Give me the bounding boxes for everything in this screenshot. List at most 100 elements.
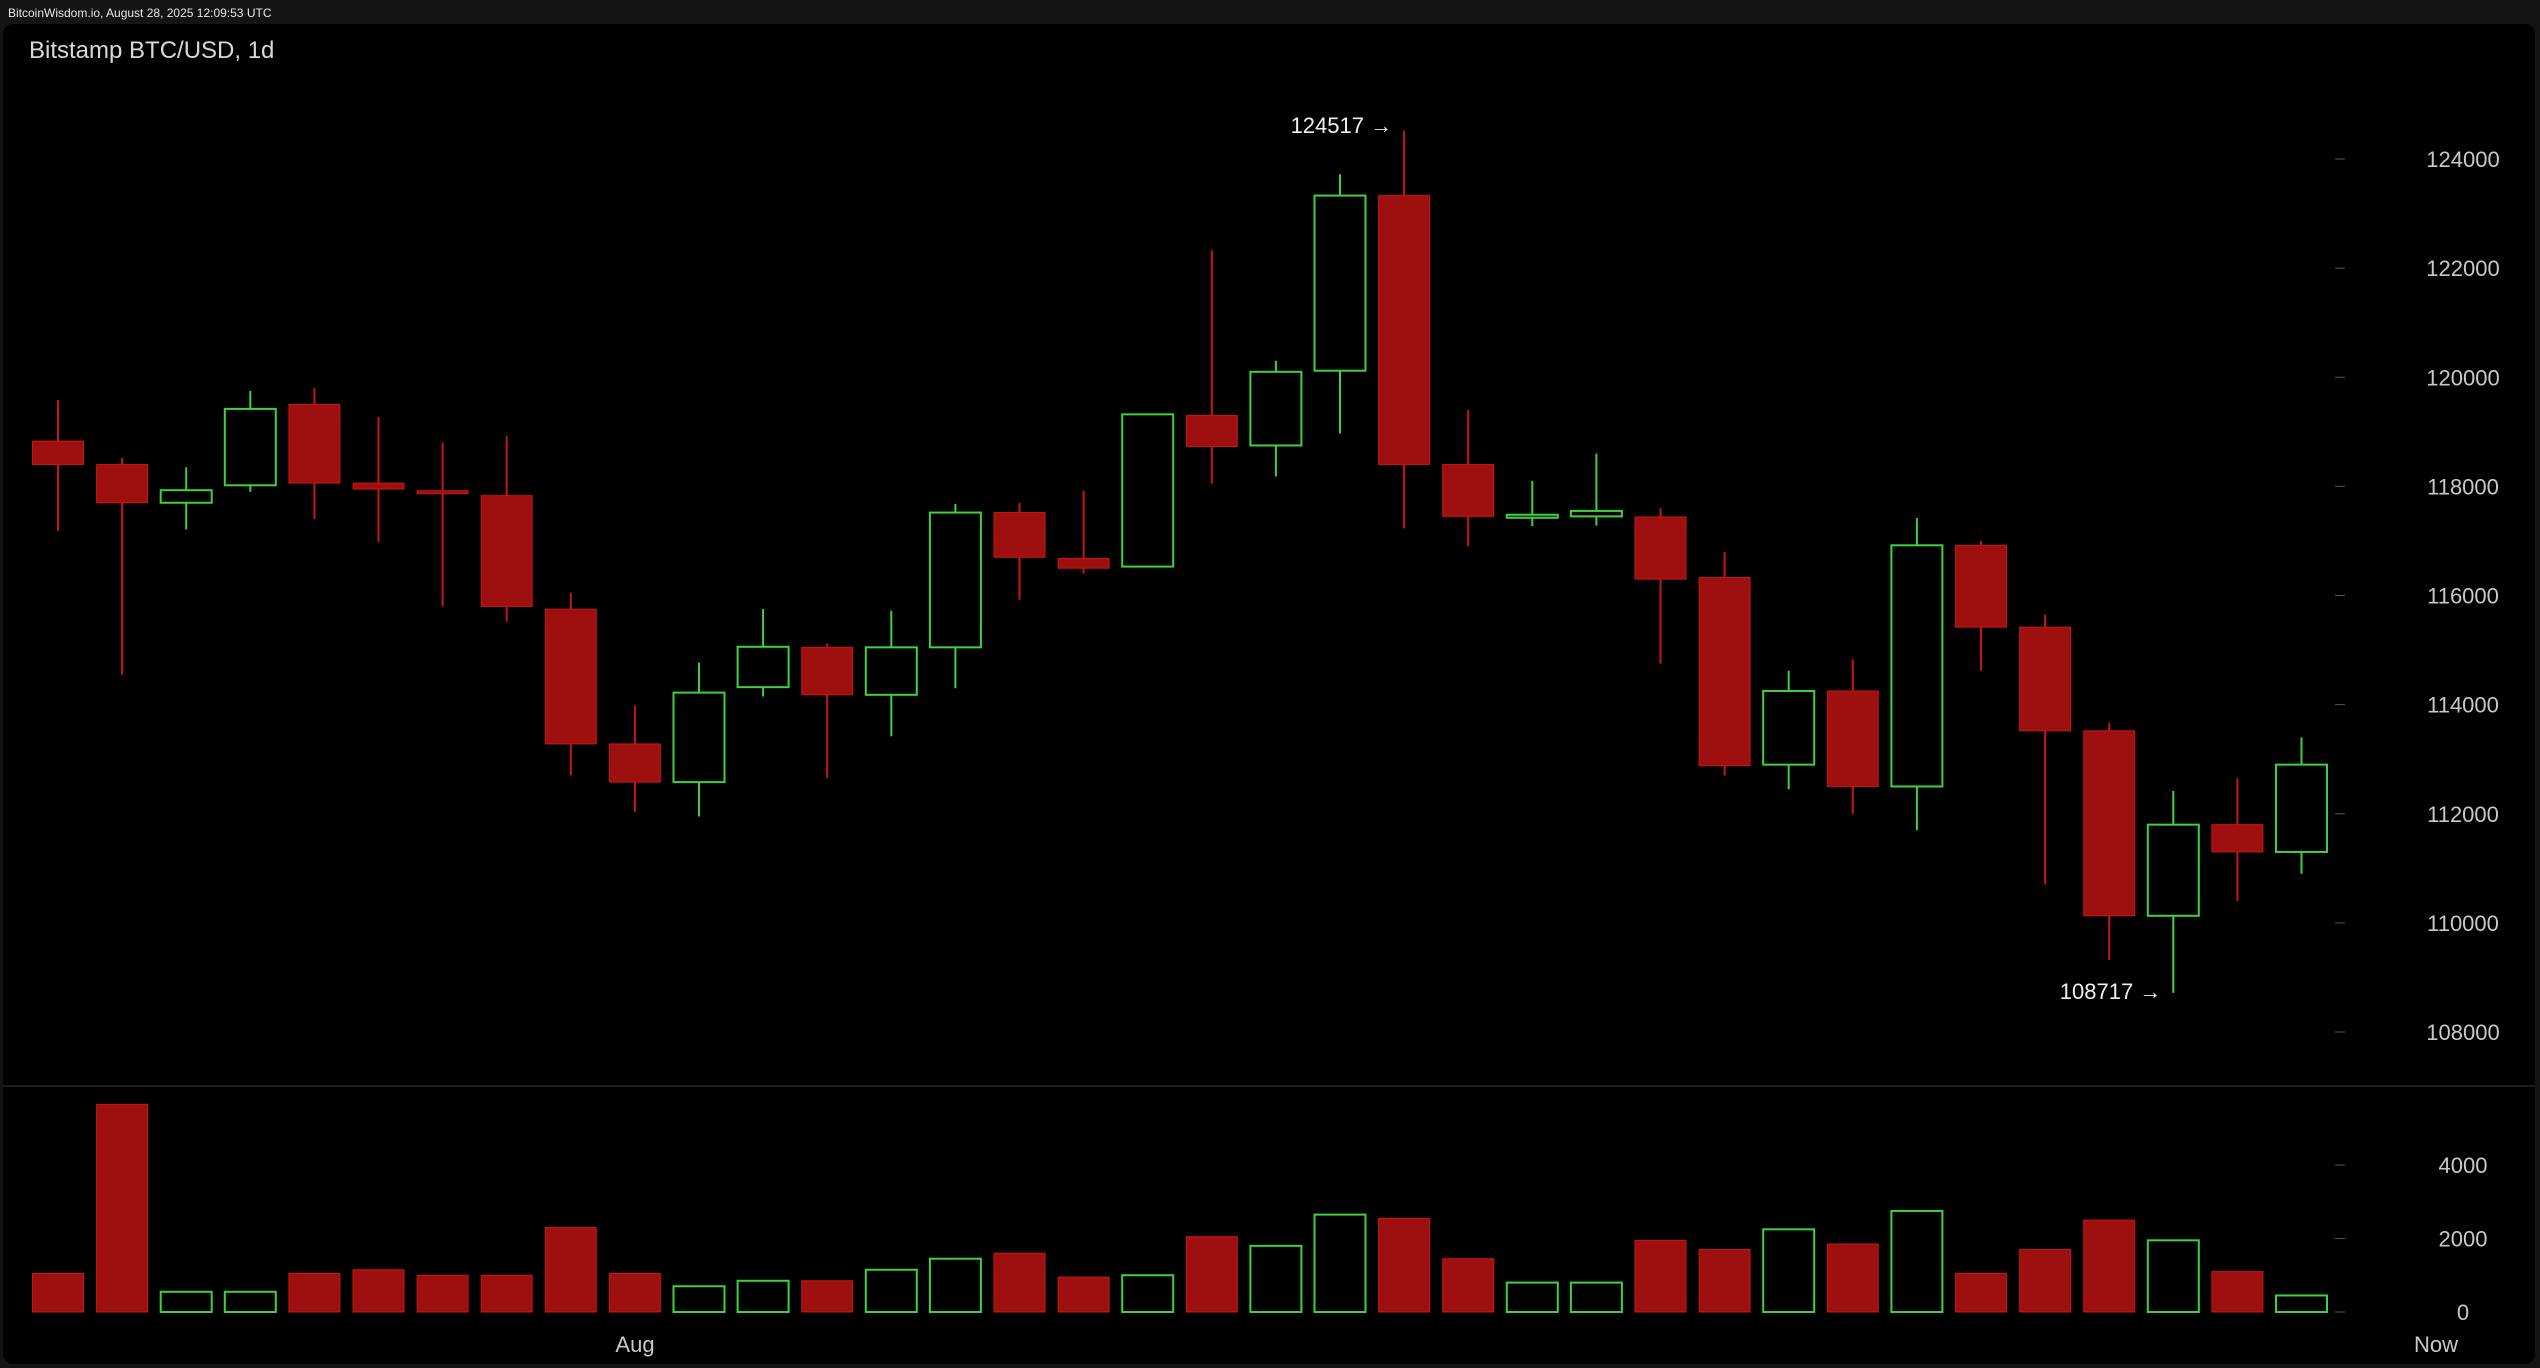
volume-bar-down[interactable]	[1378, 1217, 1431, 1313]
candle[interactable]	[223, 390, 277, 492]
volume-bar-down[interactable]	[993, 1252, 1046, 1313]
candle[interactable]	[544, 592, 597, 776]
candle[interactable]	[1121, 413, 1175, 568]
volume-bar-down[interactable]	[608, 1272, 661, 1313]
candle[interactable]	[2146, 790, 2200, 993]
candle[interactable]	[928, 503, 982, 689]
time-axis: Aug Now	[615, 1332, 2458, 1357]
volume-bar-down[interactable]	[96, 1103, 149, 1313]
volume-bar-down[interactable]	[1442, 1258, 1495, 1313]
volume-bar-down[interactable]	[1698, 1249, 1751, 1313]
candle-body-up	[223, 407, 277, 487]
candle[interactable]	[2275, 737, 2328, 874]
time-label-aug: Aug	[615, 1332, 654, 1357]
volume-bar-up[interactable]	[159, 1290, 213, 1313]
candle[interactable]	[1826, 659, 1879, 814]
candle[interactable]	[864, 610, 918, 737]
candle-body-up	[1121, 413, 1175, 568]
volume-axis: 0 2000 4000	[2335, 1153, 2487, 1325]
candle-body-down	[2019, 626, 2072, 732]
volume-bar-down[interactable]	[2019, 1249, 2072, 1313]
candle[interactable]	[608, 705, 661, 813]
volume-bar-down[interactable]	[2211, 1271, 2264, 1313]
chart-panel[interactable]: Bitstamp BTC/USD, 1d 108000 110000 112000 1…	[3, 24, 2535, 1364]
volume-bar-down[interactable]	[1634, 1239, 1687, 1313]
volume-bar-up[interactable]	[1121, 1274, 1175, 1313]
candle[interactable]	[1505, 480, 1559, 527]
volume-bar-up[interactable]	[1569, 1281, 1623, 1313]
candle[interactable]	[159, 467, 213, 530]
candle-body-down	[1698, 576, 1751, 767]
volume-bar-up[interactable]	[1762, 1228, 1816, 1313]
candle-body-up	[736, 645, 790, 689]
candle[interactable]	[352, 417, 405, 543]
volume-bar-up[interactable]	[2275, 1294, 2328, 1314]
volume-bar-down[interactable]	[1826, 1243, 1879, 1313]
volume-bar-down[interactable]	[1057, 1276, 1110, 1313]
candle[interactable]	[288, 388, 341, 520]
candle-body-down	[1057, 557, 1110, 569]
candle[interactable]	[1634, 508, 1687, 664]
volume-bar-down[interactable]	[801, 1280, 854, 1313]
candle[interactable]	[801, 643, 854, 779]
volume-bar-down[interactable]	[416, 1274, 469, 1313]
candle[interactable]	[96, 458, 149, 675]
candle-body-down	[1634, 516, 1687, 580]
candle-body-up	[1313, 194, 1367, 372]
candle[interactable]	[2211, 778, 2264, 902]
candle-body-down	[2083, 730, 2136, 917]
volume-bar-up[interactable]	[736, 1279, 790, 1313]
volume-bar-down[interactable]	[288, 1272, 341, 1313]
volume-bar-up[interactable]	[928, 1257, 982, 1314]
candle[interactable]	[2083, 722, 2136, 960]
volume-bar-up[interactable]	[2146, 1239, 2200, 1314]
volume-bar-up[interactable]	[1890, 1209, 1944, 1313]
volume-bar-down[interactable]	[32, 1272, 84, 1313]
candle[interactable]	[2019, 614, 2072, 885]
volume-tick-label: 4000	[2439, 1153, 2488, 1178]
volume-bar-up[interactable]	[1313, 1213, 1367, 1314]
price-tick-label: 122000	[2426, 256, 2499, 281]
candle[interactable]	[1890, 518, 1944, 831]
candle[interactable]	[1569, 453, 1623, 526]
candle-body-down	[1442, 464, 1495, 517]
volume-bar-down[interactable]	[1185, 1236, 1238, 1313]
candle[interactable]	[736, 609, 790, 697]
candle[interactable]	[1057, 490, 1110, 574]
candle[interactable]	[1442, 409, 1495, 547]
candle[interactable]	[993, 502, 1046, 600]
candle[interactable]	[1378, 130, 1431, 529]
candle[interactable]	[480, 436, 533, 622]
volume-bar-up[interactable]	[1249, 1244, 1303, 1313]
candle[interactable]	[1185, 250, 1238, 484]
site-credit: BitcoinWisdom.io, August 28, 2025 12:09:…	[8, 6, 272, 20]
candle-body-down	[993, 512, 1046, 558]
volume-bar-down[interactable]	[2083, 1219, 2136, 1313]
candle[interactable]	[1698, 551, 1751, 776]
candle[interactable]	[1955, 540, 2007, 671]
time-label-now: Now	[2414, 1332, 2458, 1357]
price-tick-label: 118000	[2427, 474, 2499, 499]
volume-bar-down[interactable]	[352, 1269, 405, 1313]
candle[interactable]	[1762, 670, 1816, 790]
volume-bar-up[interactable]	[864, 1268, 918, 1314]
price-candles	[32, 130, 2328, 993]
volume-bar-up[interactable]	[223, 1290, 277, 1313]
candle[interactable]	[32, 400, 84, 532]
volume-bar-up[interactable]	[672, 1285, 726, 1314]
candle-body-down	[288, 404, 341, 484]
volume-bar-down[interactable]	[544, 1226, 597, 1313]
candle[interactable]	[1249, 360, 1303, 477]
volume-bar-up[interactable]	[1505, 1281, 1559, 1313]
candle[interactable]	[416, 442, 469, 607]
candle[interactable]	[1313, 174, 1367, 434]
volume-bar-down[interactable]	[480, 1274, 533, 1313]
price-axis: 108000 110000 112000 114000 116000 118000 1200…	[2335, 147, 2500, 1045]
volume-bar-down[interactable]	[1955, 1272, 2007, 1313]
candle-body-down	[801, 646, 854, 696]
candle-body-down	[32, 440, 84, 466]
candlestick-chart[interactable]: Bitstamp BTC/USD, 1d 1080001100001120001…	[3, 24, 2535, 1364]
extreme-annotations: 124517 → 108717 →	[1291, 113, 2162, 1004]
candle[interactable]	[672, 662, 726, 817]
price-tick-label: 108000	[2426, 1020, 2499, 1045]
